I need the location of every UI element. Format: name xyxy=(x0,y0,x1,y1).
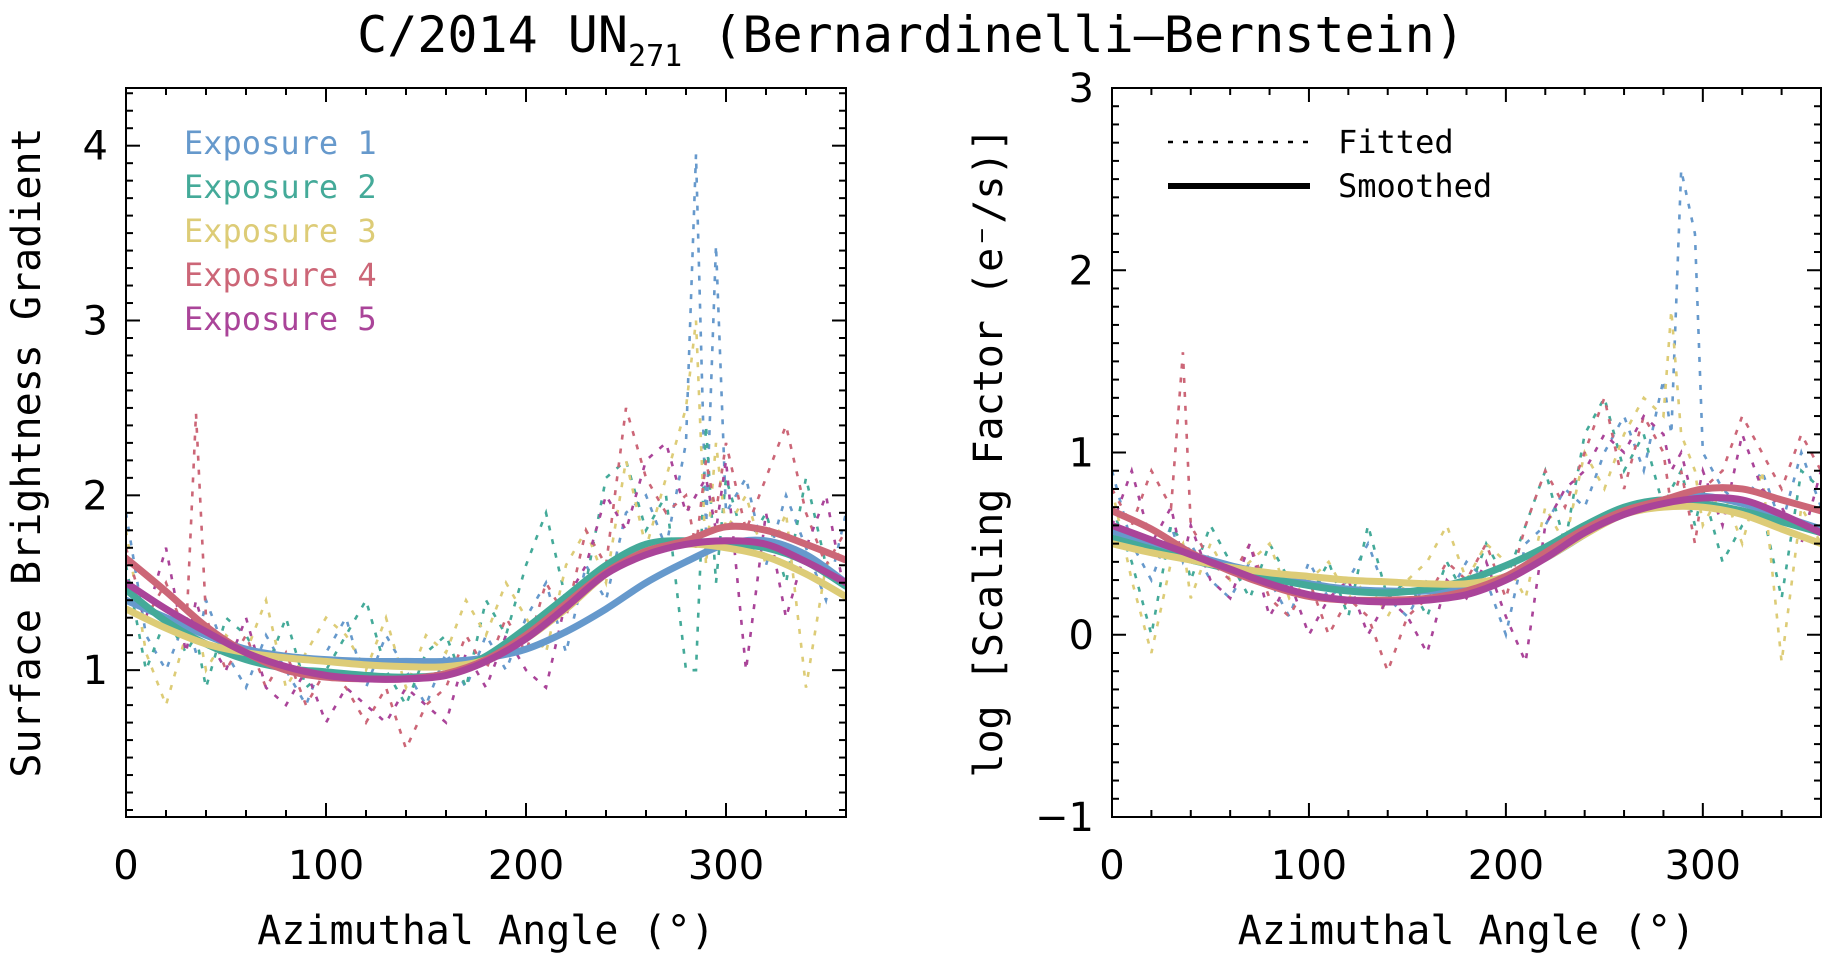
x-tick-label: 200 xyxy=(488,843,564,889)
legend-entry-5: Exposure 5 xyxy=(184,300,377,338)
smoothed-line-5 xyxy=(1112,494,1821,606)
x-tick-label: 100 xyxy=(288,843,364,889)
fitted-line-4 xyxy=(1112,352,1821,676)
x-axis-title: Azimuthal Angle (°) xyxy=(1238,908,1696,954)
x-tick-label: 0 xyxy=(1099,843,1124,889)
x-axis-title: Azimuthal Angle (°) xyxy=(257,908,715,954)
legend-entry-3: Exposure 3 xyxy=(184,212,377,250)
fitted-line-5 xyxy=(126,440,846,726)
y-tick-label: −1 xyxy=(1035,795,1094,841)
y-tick-label: 3 xyxy=(83,299,108,345)
figure-title: C/2014 UN271 (Bernardinelli–Bernstein) xyxy=(357,6,1465,74)
y-tick-label: 0 xyxy=(1069,613,1094,659)
x-tick-label: 0 xyxy=(113,843,138,889)
smoothed-line-2 xyxy=(1112,496,1821,597)
y-tick-label: 4 xyxy=(83,124,108,170)
y-tick-label: 2 xyxy=(1069,248,1094,294)
smoothed-line-5 xyxy=(126,537,846,683)
legend-label-solid: Smoothed xyxy=(1338,167,1492,205)
plot-area xyxy=(1112,169,1821,676)
fitted-line-1 xyxy=(126,154,846,709)
y-tick-label: 1 xyxy=(1069,431,1094,477)
plot-area xyxy=(126,154,846,753)
y-axis-title: Surface Brightness Gradient xyxy=(4,127,50,777)
y-axis-title: log [Scaling Factor (e⁻/s)] xyxy=(966,127,1012,777)
y-tick-label: 3 xyxy=(1069,66,1094,112)
fitted-line-2 xyxy=(1112,394,1821,636)
left-panel: 0 100 200 300 1 2 3 4 Azimuthal Angle (°) Surface… xyxy=(4,87,847,954)
fitted-line-5 xyxy=(1112,413,1821,667)
legend-entry-2: Exposure 2 xyxy=(184,168,377,206)
x-tick-label: 300 xyxy=(688,843,764,889)
x-tick-label: 100 xyxy=(1271,843,1347,889)
y-tick-label: 2 xyxy=(83,473,108,519)
smoothed-line-3 xyxy=(1112,502,1821,588)
y-tick-label: 1 xyxy=(83,648,108,694)
legend-entry-4: Exposure 4 xyxy=(184,256,377,294)
x-tick-label: 300 xyxy=(1665,843,1741,889)
legend-label-dotted: Fitted xyxy=(1338,123,1454,161)
legend-entry-1: Exposure 1 xyxy=(184,124,377,162)
x-tick-label: 200 xyxy=(1468,843,1544,889)
